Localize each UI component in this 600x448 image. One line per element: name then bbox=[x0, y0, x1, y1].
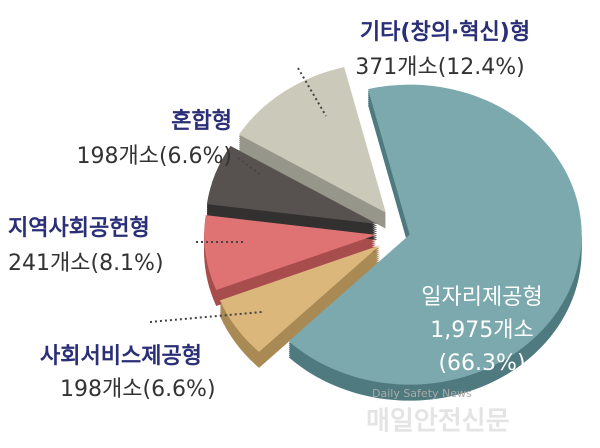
slice bbox=[206, 145, 378, 224]
count-label: 198개소 bbox=[76, 144, 158, 169]
count-label: 1,975개소 bbox=[430, 318, 533, 343]
slice bbox=[220, 245, 380, 352]
slice bbox=[204, 215, 377, 291]
data-label: 241개소(8.1%) bbox=[8, 251, 164, 276]
value-label: (66.3%) bbox=[438, 351, 525, 376]
category-label: 기타(창의·혁신)형 bbox=[360, 19, 530, 45]
category-label: 사회서비스제공형 bbox=[40, 344, 202, 369]
slice bbox=[238, 67, 386, 213]
category-label: 일자리제공형 bbox=[421, 285, 542, 310]
slice bbox=[288, 84, 582, 385]
count-label: 198개소 bbox=[60, 377, 142, 402]
data-label: 198개소(6.6%) bbox=[76, 144, 232, 169]
watermark: 매일안전신문 bbox=[366, 407, 510, 437]
data-label: 198개소(6.6%) bbox=[60, 377, 216, 402]
leader-line bbox=[237, 157, 263, 177]
category-label: 혼합형 bbox=[171, 108, 232, 134]
count-label: 371개소 bbox=[355, 55, 437, 80]
category-label: 지역사회공헌형 bbox=[8, 216, 150, 241]
leader-line bbox=[297, 67, 327, 117]
count-label: 241개소 bbox=[8, 251, 90, 276]
leader-line bbox=[149, 311, 263, 323]
value-label: (12.4%) bbox=[438, 55, 525, 80]
data-label: 371개소(12.4%) bbox=[355, 55, 525, 80]
value-label: (6.6%) bbox=[142, 377, 215, 402]
value-label: (8.1%) bbox=[90, 251, 163, 276]
watermark: Daily Safety News bbox=[372, 387, 472, 400]
value-label: (6.6%) bbox=[159, 144, 232, 169]
